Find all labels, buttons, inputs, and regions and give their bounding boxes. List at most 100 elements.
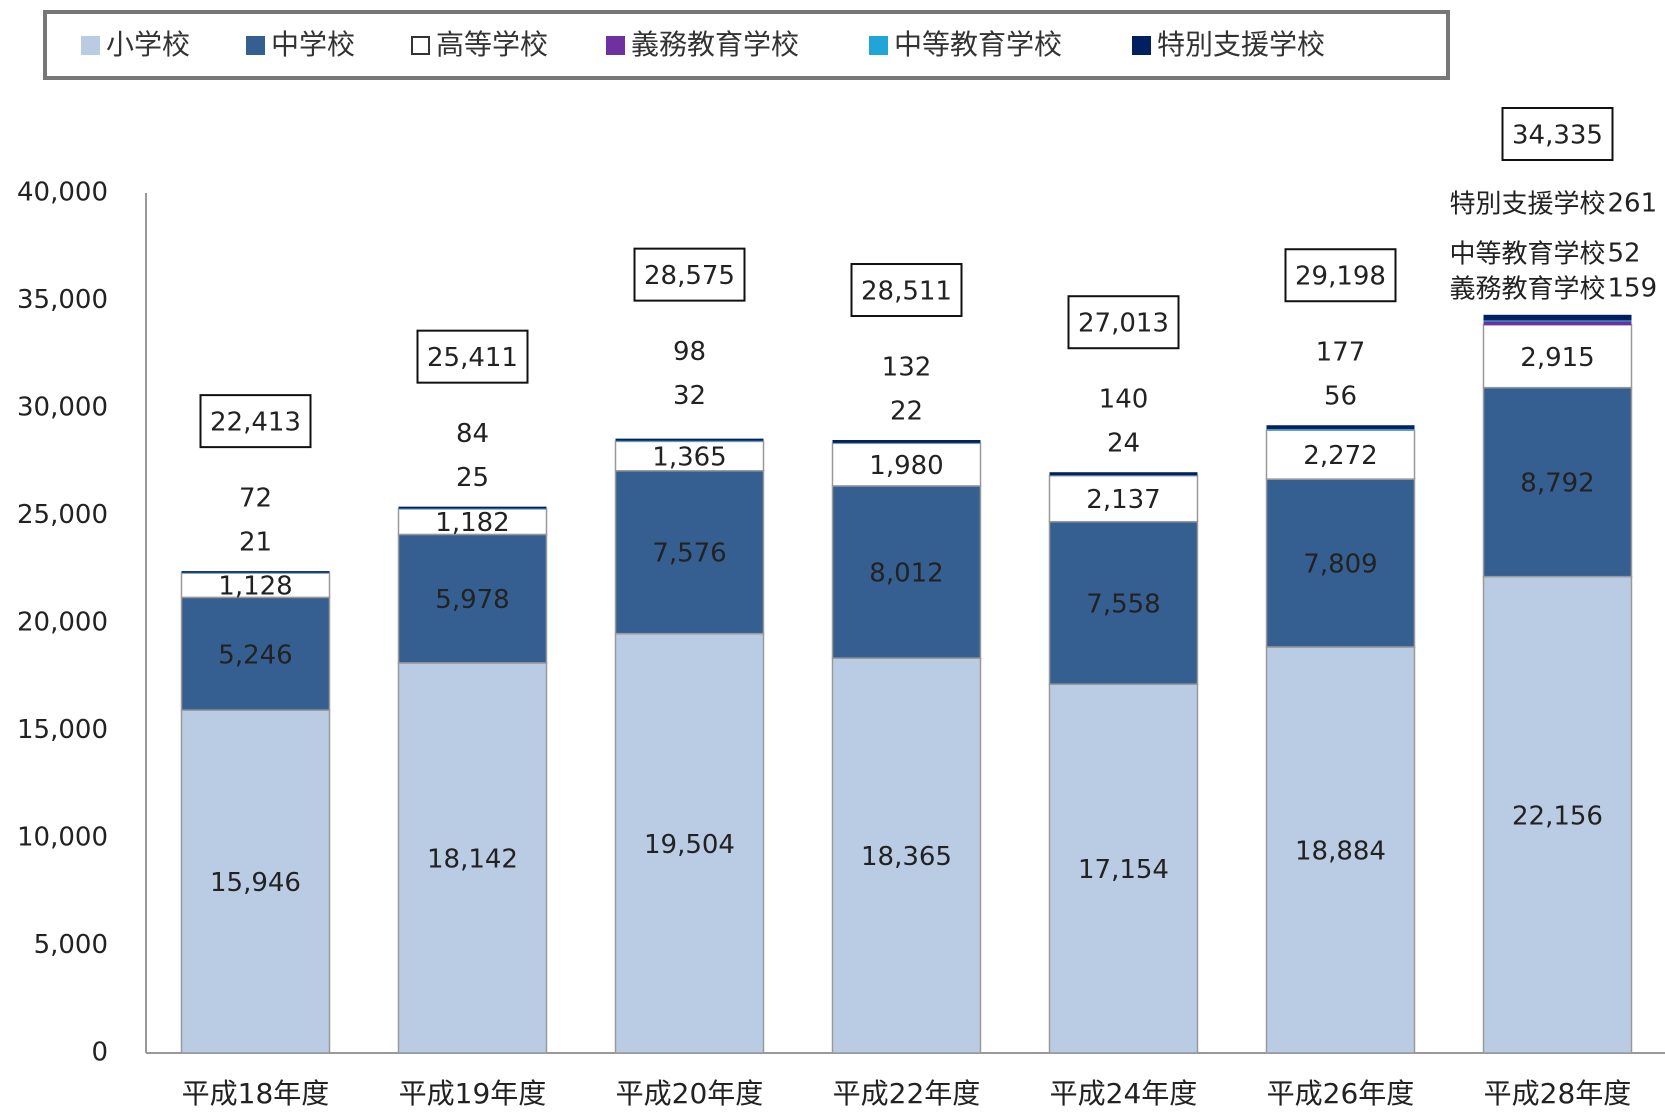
bar-segment <box>1048 683 1199 1054</box>
total-box <box>1067 295 1180 350</box>
data-label: 8,792 <box>1520 469 1594 499</box>
bar-segment <box>1483 320 1632 322</box>
total-label: 34,335 <box>1512 121 1603 151</box>
total-box <box>633 247 746 302</box>
data-label: 7,576 <box>652 539 726 569</box>
bar-segment <box>614 470 765 635</box>
x-tick-label: 平成18年度 <box>182 1077 330 1110</box>
y-tick-label: 25,000 <box>17 500 108 530</box>
y-tick-label: 5,000 <box>34 930 108 960</box>
bar-segment <box>398 508 547 510</box>
bar-segment <box>1482 386 1633 578</box>
data-label: 22,156 <box>1512 801 1603 831</box>
series-name-label: 特別支援学校 <box>1449 190 1605 220</box>
x-tick-label: 平成20年度 <box>616 1077 764 1110</box>
legend-label: 小学校 <box>106 28 190 61</box>
bar-segment <box>1265 429 1416 480</box>
data-label: 17,154 <box>1078 855 1169 885</box>
bar-segment <box>831 442 982 487</box>
data-label: 2,915 <box>1520 343 1594 373</box>
bar-segment <box>1266 425 1415 430</box>
data-label: 52 <box>1608 239 1641 269</box>
bar-segment <box>1482 575 1633 1054</box>
bar-segment <box>1483 314 1632 321</box>
data-label: 32 <box>673 381 706 411</box>
legend-label: 義務教育学校 <box>631 28 799 61</box>
bar-segment <box>1266 429 1415 431</box>
bar-segment <box>181 571 330 573</box>
bar-segment <box>1483 321 1632 325</box>
data-label: 2,137 <box>1086 485 1160 515</box>
data-label: 8,012 <box>869 559 943 589</box>
data-label: 7,558 <box>1086 589 1160 619</box>
x-tick-label: 平成22年度 <box>833 1077 981 1110</box>
legend-swatch <box>1132 36 1151 55</box>
data-label: 25 <box>456 463 489 493</box>
bar-segment <box>831 485 982 659</box>
x-tick-label: 平成24年度 <box>1050 1077 1198 1110</box>
total-box <box>1284 248 1397 303</box>
data-label: 19,504 <box>644 830 735 860</box>
bar-segment <box>397 662 548 1054</box>
total-label: 29,198 <box>1295 262 1386 292</box>
bar-segment <box>180 596 331 711</box>
data-label: 5,978 <box>435 585 509 615</box>
legend-swatch <box>869 36 888 55</box>
total-box <box>416 329 529 384</box>
data-label: 1,128 <box>218 572 292 602</box>
bar-segment <box>1048 474 1199 523</box>
data-label: 132 <box>882 353 932 383</box>
total-label: 25,411 <box>427 343 518 373</box>
x-tick-label: 平成19年度 <box>399 1077 547 1110</box>
data-label: 7,809 <box>1303 550 1377 580</box>
series-name-label: 中等教育学校 <box>1449 240 1605 270</box>
data-label: 72 <box>239 484 272 514</box>
legend-swatch <box>246 36 265 55</box>
data-label: 5,246 <box>218 640 292 670</box>
data-label: 159 <box>1608 274 1658 304</box>
data-label: 21 <box>239 528 272 558</box>
data-label: 22 <box>890 397 923 427</box>
bar-segment <box>180 572 331 599</box>
bar-segment <box>1265 478 1416 648</box>
legend-swatch <box>411 36 430 55</box>
y-tick-label: 30,000 <box>17 393 108 423</box>
x-tick-label: 平成26年度 <box>1267 1077 1415 1110</box>
data-label: 24 <box>1107 429 1140 459</box>
total-label: 28,575 <box>644 261 735 291</box>
bar-segment <box>1482 324 1633 389</box>
data-label: 140 <box>1099 385 1149 415</box>
bar-segment <box>1049 472 1198 476</box>
data-label: 18,142 <box>427 844 518 874</box>
legend-label: 中等教育学校 <box>894 28 1062 61</box>
data-label: 1,980 <box>869 451 943 481</box>
legend-box <box>43 10 1450 80</box>
x-tick-label: 平成28年度 <box>1484 1077 1632 1110</box>
bar-segment <box>615 438 764 441</box>
data-label: 177 <box>1316 338 1366 368</box>
legend-label: 特別支援学校 <box>1157 28 1325 61</box>
data-label: 18,884 <box>1295 836 1386 866</box>
data-label: 56 <box>1324 382 1357 412</box>
y-tick-label: 0 <box>91 1038 108 1068</box>
y-tick-label: 35,000 <box>17 285 108 315</box>
data-label: 98 <box>673 337 706 367</box>
bar-segment <box>615 440 764 442</box>
bar-segment <box>1048 520 1199 685</box>
data-label: 18,365 <box>861 842 952 872</box>
total-label: 27,013 <box>1078 309 1169 339</box>
total-label: 22,413 <box>210 408 301 438</box>
bar-segment <box>1049 475 1198 476</box>
data-label: 1,182 <box>435 508 509 538</box>
total-box <box>1501 107 1614 161</box>
data-label: 1,365 <box>652 443 726 473</box>
series-name-label: 義務教育学校 <box>1449 275 1605 305</box>
y-tick-label: 20,000 <box>17 608 108 638</box>
y-tick-label: 40,000 <box>17 178 108 208</box>
bar-segment <box>397 508 548 536</box>
y-tick-label: 15,000 <box>17 715 108 745</box>
data-label: 84 <box>456 419 489 449</box>
bar-segment <box>832 440 981 443</box>
